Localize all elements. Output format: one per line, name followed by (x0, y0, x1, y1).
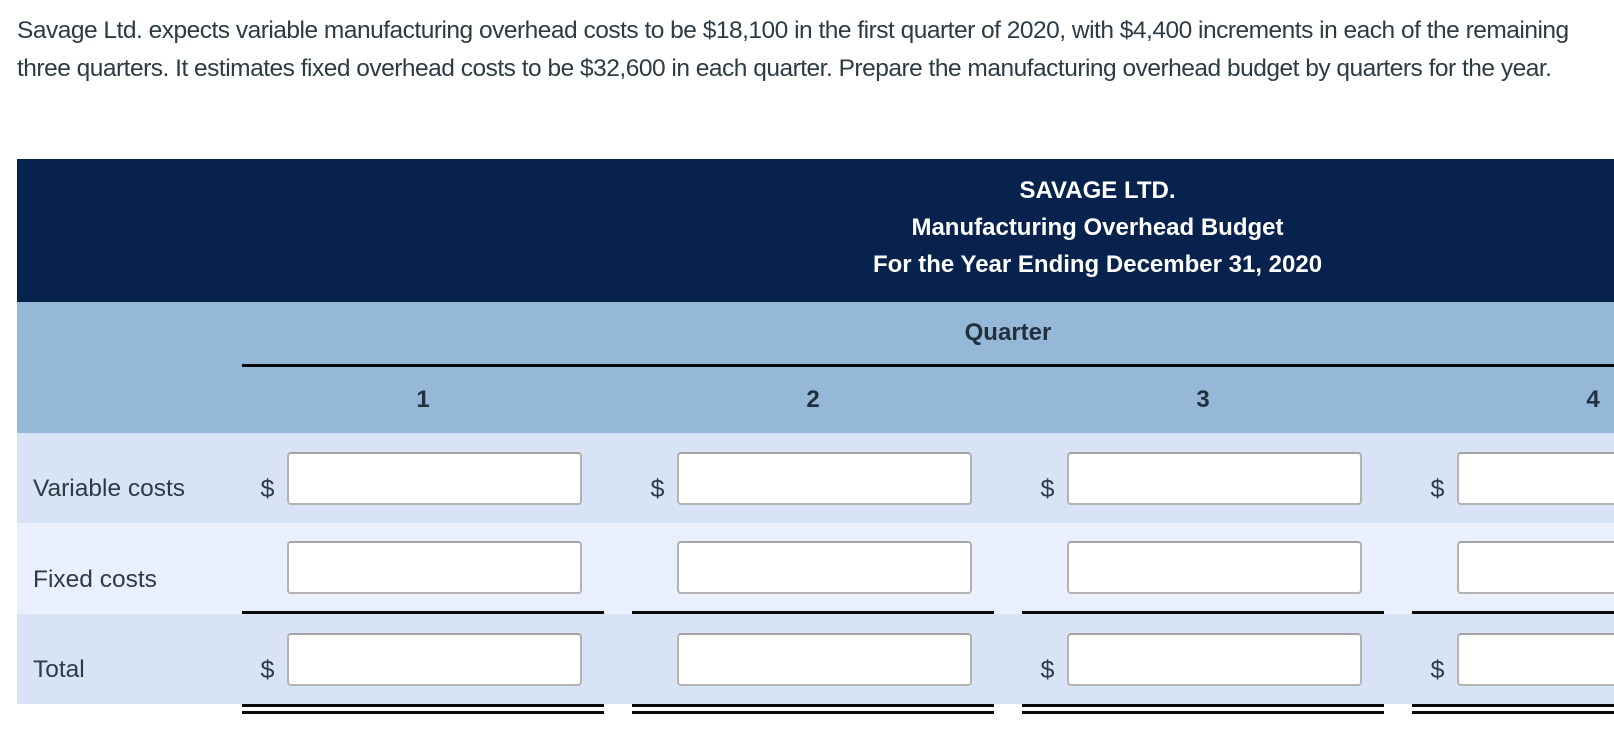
row-fixed-costs: Fixed costs (17, 523, 1614, 614)
label-column-spacer (17, 302, 228, 433)
double-rule (242, 704, 604, 714)
input-fixed-costs-q4[interactable] (1457, 540, 1614, 594)
single-rule (1412, 611, 1614, 614)
total-q3-cell: $ (1008, 614, 1398, 714)
input-fixed-costs-q3[interactable] (1067, 540, 1362, 594)
input-fixed-costs-q1[interactable] (287, 540, 582, 594)
input-variable-costs-q4[interactable] (1457, 451, 1614, 505)
dollar-sign: $ (1040, 474, 1055, 503)
input-fixed-costs-q2[interactable] (677, 540, 972, 594)
report-period: For the Year Ending December 31, 2020 (872, 251, 1323, 278)
input-variable-costs-q1[interactable] (287, 451, 582, 505)
row-label-variable-costs: Variable costs (33, 475, 186, 502)
table-title-block: SAVAGE LTD. Manufacturing Overhead Budge… (17, 159, 1614, 302)
input-total-q1[interactable] (287, 632, 582, 686)
input-variable-costs-q2[interactable] (677, 451, 972, 505)
quarter-column-3: 3 (1196, 386, 1210, 413)
single-rule (1022, 611, 1384, 614)
dollar-sign: $ (650, 474, 665, 503)
dollar-sign: $ (260, 474, 275, 503)
variable-costs-q4-cell: $ (1398, 433, 1614, 523)
report-title: Manufacturing Overhead Budget (911, 214, 1284, 241)
quarter-numbers: 1 2 3 4 (228, 367, 1614, 433)
quarter-header-band: Quarter 1 2 3 4 (17, 302, 1614, 433)
dollar-sign: $ (1430, 655, 1445, 684)
double-rule (1022, 704, 1384, 714)
fixed-costs-q3-cell (1008, 523, 1398, 614)
single-rule (242, 611, 604, 614)
quarter-column-group: Quarter 1 2 3 4 (228, 302, 1614, 433)
problem-statement: Savage Ltd. expects variable manufacturi… (17, 17, 1569, 82)
input-variable-costs-q3[interactable] (1067, 451, 1362, 505)
quarter-underline (242, 364, 1614, 367)
input-total-q2[interactable] (677, 632, 972, 686)
input-total-q4[interactable] (1457, 632, 1614, 686)
row-label-total: Total (33, 656, 85, 683)
single-rule (632, 611, 994, 614)
variable-costs-q2-cell: $ (618, 433, 1008, 523)
quarter-column-1: 1 (416, 386, 430, 413)
variable-costs-q3-cell: $ (1008, 433, 1398, 523)
double-rule (632, 704, 994, 714)
double-rule (1412, 704, 1614, 714)
row-total: Total $ $ $ (17, 614, 1614, 714)
fixed-costs-q1-cell (228, 523, 618, 614)
input-total-q3[interactable] (1067, 632, 1362, 686)
quarter-column-4: 4 (1586, 386, 1600, 413)
dollar-sign: $ (1430, 474, 1445, 503)
row-variable-costs: Variable costs $ $ $ $ (17, 433, 1614, 523)
dollar-sign: $ (260, 655, 275, 684)
fixed-costs-q4-cell (1398, 523, 1614, 614)
dollar-sign: $ (1040, 655, 1055, 684)
quarter-column-2: 2 (806, 386, 820, 413)
company-name: SAVAGE LTD. (1019, 177, 1176, 204)
budget-table: SAVAGE LTD. Manufacturing Overhead Budge… (17, 159, 1614, 714)
total-q1-cell: $ (228, 614, 618, 714)
fixed-costs-q2-cell (618, 523, 1008, 614)
variable-costs-q1-cell: $ (228, 433, 618, 523)
row-label-fixed-costs: Fixed costs (33, 565, 157, 593)
total-q2-cell (618, 614, 1008, 714)
total-q4-cell: $ (1398, 614, 1614, 714)
quarter-group-label: Quarter (964, 319, 1052, 346)
